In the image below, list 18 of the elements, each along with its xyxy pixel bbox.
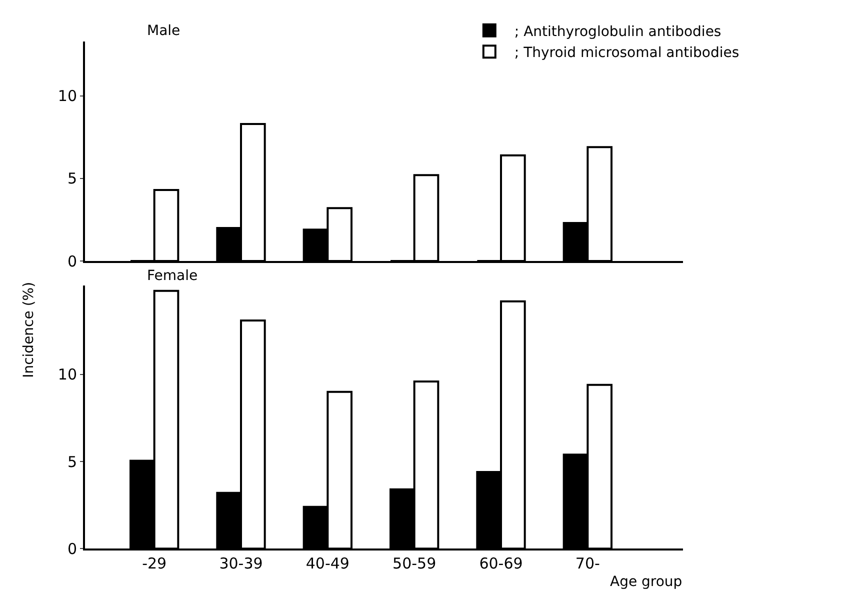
chart-title: Male: [147, 23, 180, 39]
legend-label: ; Antithyroglobulin antibodies: [514, 24, 722, 40]
y-tick-label: 0: [67, 252, 77, 270]
y-axis-title: Incidence (%): [20, 282, 37, 378]
x-tick-label: 70-: [575, 554, 600, 573]
x-tick-label: -29: [142, 554, 167, 573]
y-tick-label: 0: [67, 540, 77, 558]
legend-label: ; Thyroid microsomal antibodies: [514, 45, 740, 62]
y-tick-label: 5: [67, 170, 77, 188]
y-tick-label: 5: [67, 452, 77, 471]
x-tick-label: 40-49: [306, 554, 350, 573]
x-tick-label: 50-59: [392, 554, 436, 573]
y-tick-label: 10: [58, 87, 77, 106]
y-tick-label: 10: [58, 366, 77, 384]
x-tick-label: 30-39: [219, 554, 263, 573]
chart-title: Female: [147, 268, 198, 284]
x-tick-label: 60-69: [479, 554, 523, 573]
x-axis-title: Age group: [610, 574, 682, 590]
